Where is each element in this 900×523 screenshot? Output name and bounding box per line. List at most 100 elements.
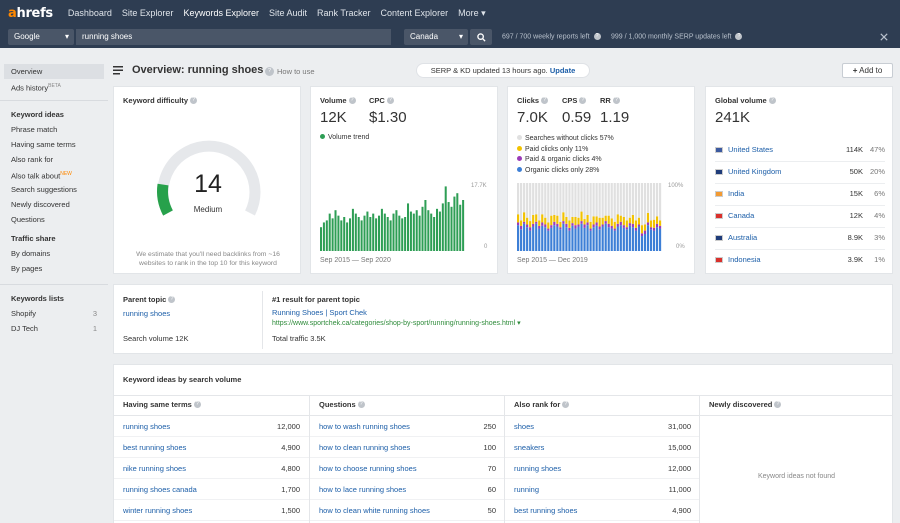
organic-bar	[541, 225, 544, 251]
country-row[interactable]: Canada 12K 4%	[715, 206, 885, 228]
keyword-link[interactable]: best running shoes	[514, 506, 578, 515]
close-icon[interactable]	[880, 33, 888, 41]
paid-organic-bar	[595, 222, 598, 226]
sidebar-item-questions[interactable]: Questions	[11, 215, 45, 224]
top-result-url[interactable]: https://www.sportchek.ca/categories/shop…	[272, 319, 521, 327]
keyword-volume: 4,800	[281, 464, 300, 473]
sidebar-item-search-suggestions[interactable]: Search suggestions	[11, 185, 77, 194]
top-result-link[interactable]: Running Shoes | Sport Chek	[272, 308, 367, 317]
keyword-link[interactable]: sneakers	[514, 443, 545, 452]
paid-organic-bar	[619, 221, 622, 226]
legend-item: Paid clicks only 11%	[517, 145, 614, 156]
info-icon[interactable]: ?	[386, 97, 394, 105]
keyword-link[interactable]: how to clean white running shoes	[319, 506, 430, 515]
no-click-bar	[595, 183, 598, 217]
legend-dot	[517, 156, 522, 161]
ahrefs-logo[interactable]: ahrefs	[8, 6, 53, 21]
keyword-link[interactable]: running shoes	[123, 422, 171, 431]
sidebar-item-also-rank-for[interactable]: Also rank for	[11, 155, 54, 164]
sidebar-item-shopify[interactable]: Shopify 3	[4, 306, 104, 321]
country-name[interactable]: India	[728, 189, 745, 198]
help-icon[interactable]: ?	[265, 67, 274, 76]
paid-organic-bar	[517, 222, 520, 226]
keyword-link[interactable]: winter running shoes	[123, 506, 193, 515]
country-name[interactable]: United Kingdom	[728, 167, 782, 176]
keyword-link[interactable]: how to wash running shoes	[319, 422, 410, 431]
organic-bar	[625, 229, 628, 251]
info-icon[interactable]: ?	[348, 97, 356, 105]
country-row[interactable]: Australia 8.9K 3%	[715, 228, 885, 250]
country-name[interactable]: Canada	[728, 211, 755, 220]
nav-keywords-explorer[interactable]: Keywords Explorer	[183, 8, 259, 18]
info-icon[interactable]: ?	[193, 401, 201, 409]
section-keyword-ideas: Keyword ideas	[11, 110, 64, 119]
list-item: how to lace running shoes 60	[310, 479, 505, 500]
country-row[interactable]: United Kingdom 50K 20%	[715, 162, 885, 184]
organic-bar	[520, 229, 523, 251]
nav-rank-tracker[interactable]: Rank Tracker	[317, 8, 371, 18]
keyword-link[interactable]: how to lace running shoes	[319, 485, 407, 494]
sidebar-item-ads-history[interactable]: Ads historyBETA	[4, 79, 104, 94]
keyword-link[interactable]: running	[514, 485, 540, 494]
keyword-link[interactable]: running shoes canada	[123, 485, 197, 494]
info-icon[interactable]: ?	[562, 401, 570, 409]
weekly-usage: 697 / 700 weekly reports left ?	[502, 33, 601, 40]
info-icon[interactable]: ?	[768, 97, 776, 105]
parent-topic-link[interactable]: running shoes	[123, 309, 171, 318]
keyword-link[interactable]: how to choose running shoes	[319, 464, 417, 473]
keyword-link[interactable]: running shoes	[514, 464, 562, 473]
country-name[interactable]: United States	[728, 145, 774, 154]
sidebar-item-by-domains[interactable]: By domains	[11, 249, 51, 258]
search-engine-select[interactable]: Google ▾	[8, 29, 74, 45]
keyword-input[interactable]: running shoes	[76, 29, 391, 45]
sidebar-item-also-talk-about[interactable]: Also talk aboutNEW	[4, 167, 104, 182]
info-icon[interactable]: ?	[541, 97, 549, 105]
sidebar-item-dj-tech[interactable]: DJ Tech 1	[4, 321, 104, 336]
sidebar-item-overview[interactable]: Overview	[4, 64, 104, 79]
sidebar-item-having-same-terms[interactable]: Having same terms	[11, 140, 76, 149]
menu-icon[interactable]	[113, 66, 123, 75]
volume-bar	[418, 215, 421, 251]
country-row[interactable]: India 15K 6%	[715, 184, 885, 206]
volume-bar	[360, 220, 363, 251]
volume-trend-label: Volume trend	[328, 134, 370, 141]
country-select[interactable]: Canada ▾	[404, 29, 468, 45]
nav-content-explorer[interactable]: Content Explorer	[380, 8, 449, 18]
keyword-link[interactable]: shoes	[514, 422, 535, 431]
country-name[interactable]: Australia	[728, 233, 758, 242]
info-icon[interactable]: ?	[190, 97, 198, 105]
nav-site-audit[interactable]: Site Audit	[268, 8, 307, 18]
update-link[interactable]: Update	[549, 66, 576, 75]
info-icon[interactable]: ?	[168, 296, 176, 304]
organic-bar	[631, 227, 634, 251]
sidebar-item-by-pages[interactable]: By pages	[11, 264, 43, 273]
country-name[interactable]: Indonesia	[728, 255, 761, 264]
volume-bar	[395, 210, 398, 251]
add-to-button[interactable]: + Add to	[842, 63, 893, 78]
nav-more[interactable]: More ▾	[458, 8, 486, 19]
how-to-use-link[interactable]: How to use	[277, 67, 315, 76]
keyword-link[interactable]: nike running shoes	[123, 464, 186, 473]
nav-dashboard[interactable]: Dashboard	[67, 8, 112, 18]
info-icon[interactable]: ?	[593, 33, 601, 40]
nav-site-explorer[interactable]: Site Explorer	[121, 8, 174, 18]
search-button[interactable]	[470, 29, 492, 45]
info-icon[interactable]: ?	[735, 33, 743, 40]
paid-organic-bar	[547, 228, 550, 231]
paid-organic-bar	[610, 225, 613, 229]
sidebar-item-phrase-match[interactable]: Phrase match	[11, 125, 58, 134]
info-icon[interactable]: ?	[612, 97, 620, 105]
sidebar-item-newly-discovered[interactable]: Newly discovered	[11, 200, 70, 209]
paid-bar	[607, 215, 610, 224]
volume-bar	[415, 210, 418, 251]
country-row[interactable]: Indonesia 3.9K 1%	[715, 250, 885, 272]
info-icon[interactable]: ?	[774, 401, 782, 409]
no-click-bar	[520, 183, 523, 221]
info-icon[interactable]: ?	[357, 401, 365, 409]
country-row[interactable]: United States 114K 47%	[715, 140, 885, 162]
info-icon[interactable]: ?	[579, 97, 587, 105]
divider	[0, 100, 108, 101]
keyword-link[interactable]: how to clean running shoes	[319, 443, 411, 452]
keyword-link[interactable]: best running shoes	[123, 443, 187, 452]
keyword-volume: 15,000	[668, 443, 691, 452]
